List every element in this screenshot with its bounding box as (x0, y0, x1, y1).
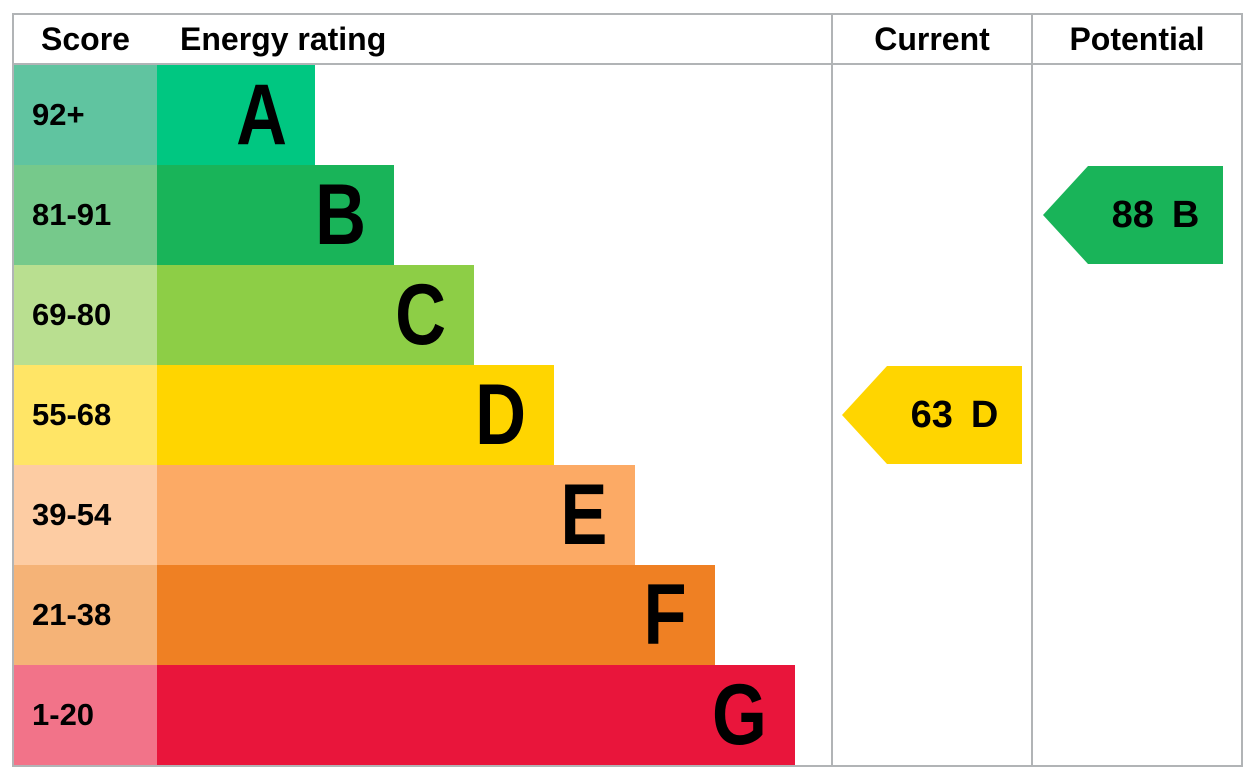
score-cell-c: 69-80 (14, 265, 157, 365)
header-current-label: Current (874, 20, 990, 57)
band-bar-f: F (157, 565, 715, 665)
score-cell-e: 39-54 (14, 465, 157, 565)
current-rating-arrow: 63 D (842, 366, 1022, 464)
score-range-g: 1-20 (32, 697, 95, 732)
energy-cell-c: C (157, 265, 831, 365)
band-bar-b: B (157, 165, 394, 265)
current-cell-g (831, 665, 1031, 765)
current-cell-e (831, 465, 1031, 565)
energy-cell-g: G (157, 665, 831, 765)
band-letter-c: C (395, 267, 446, 363)
header-score-label: Score (41, 20, 130, 57)
band-bar-e: E (157, 465, 635, 565)
current-cell-d: 63 D (831, 365, 1031, 465)
band-letter-d: D (475, 367, 526, 463)
score-cell-g: 1-20 (14, 665, 157, 765)
energy-cell-a: A (157, 65, 831, 165)
score-range-f: 21-38 (32, 597, 112, 632)
potential-cell-e (1031, 465, 1241, 565)
score-cell-d: 55-68 (14, 365, 157, 465)
header-energy-rating-label: Energy rating (180, 20, 387, 57)
potential-cell-f (1031, 565, 1241, 665)
potential-rating-value: 88 (1111, 193, 1154, 236)
current-cell-c (831, 265, 1031, 365)
band-letter-a: A (236, 67, 287, 163)
energy-cell-f: F (157, 565, 831, 665)
band-bar-a: A (157, 65, 315, 165)
potential-cell-b: 88 B (1031, 165, 1241, 265)
score-cell-f: 21-38 (14, 565, 157, 665)
potential-cell-g (1031, 665, 1241, 765)
current-rating-value: 63 (910, 393, 953, 436)
header-potential: Potential (1031, 15, 1241, 63)
band-row-f: 21-38 F (14, 565, 1241, 665)
band-bar-c: C (157, 265, 474, 365)
score-range-e: 39-54 (32, 497, 112, 532)
header-potential-label: Potential (1069, 20, 1205, 57)
energy-cell-d: D (157, 365, 831, 465)
header-energy-rating: Energy rating (157, 15, 831, 63)
band-row-c: 69-80 C (14, 265, 1241, 365)
band-row-e: 39-54 E (14, 465, 1241, 565)
band-row-a: 92+ A (14, 65, 1241, 165)
potential-cell-d (1031, 365, 1241, 465)
score-range-c: 69-80 (32, 297, 112, 332)
energy-cell-b: B (157, 165, 831, 265)
band-row-g: 1-20 G (14, 665, 1241, 765)
score-range-a: 92+ (32, 97, 85, 132)
score-cell-a: 92+ (14, 65, 157, 165)
potential-rating-band: B (1171, 193, 1200, 236)
epc-rating-chart: Score Energy rating Current Potential 92… (12, 13, 1243, 767)
score-range-d: 55-68 (32, 397, 112, 432)
band-row-d: 55-68 D 63 D (14, 365, 1241, 465)
score-cell-b: 81-91 (14, 165, 157, 265)
potential-cell-a (1031, 65, 1241, 165)
band-letter-b: B (315, 167, 366, 263)
band-letter-e: E (559, 467, 607, 563)
header-row: Score Energy rating Current Potential (14, 15, 1241, 65)
band-row-b: 81-91 B 88 B (14, 165, 1241, 265)
potential-rating-arrow: 88 B (1043, 166, 1223, 264)
current-cell-a (831, 65, 1031, 165)
score-range-b: 81-91 (32, 197, 112, 232)
band-letter-g: G (712, 667, 767, 763)
band-bar-g: G (157, 665, 795, 765)
current-cell-f (831, 565, 1031, 665)
band-letter-f: F (643, 567, 687, 663)
potential-cell-c (1031, 265, 1241, 365)
current-cell-b (831, 165, 1031, 265)
band-bar-d: D (157, 365, 554, 465)
current-rating-band: D (970, 393, 999, 436)
header-score: Score (14, 15, 157, 63)
header-current: Current (831, 15, 1031, 63)
energy-cell-e: E (157, 465, 831, 565)
